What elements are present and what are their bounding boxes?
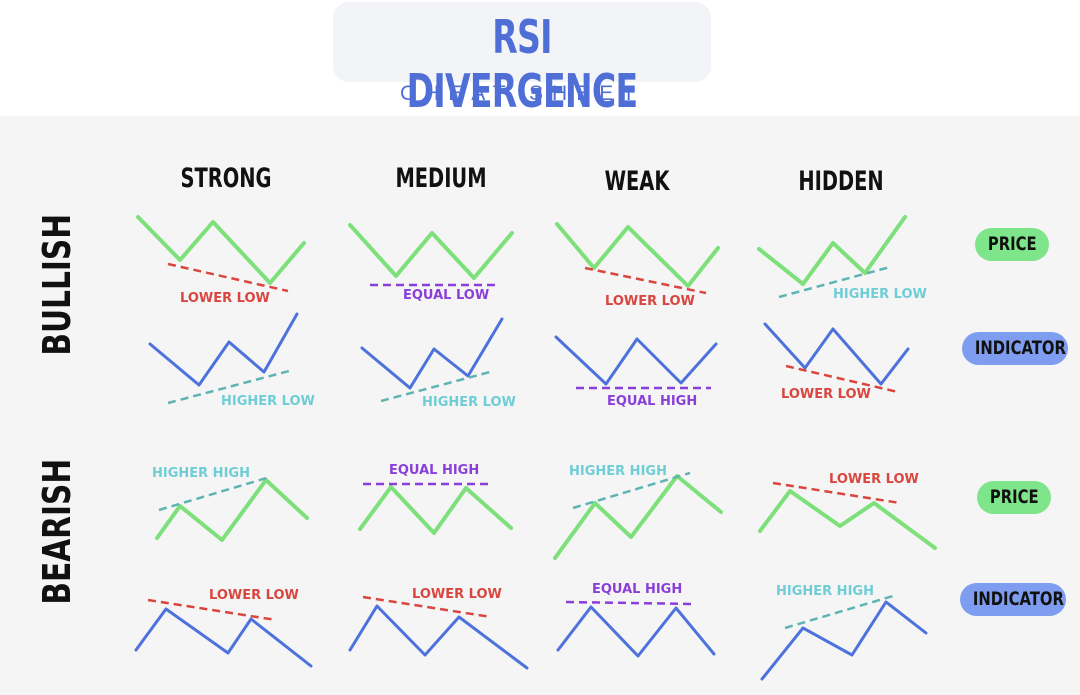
page-subtitle: CHEAT SHEET <box>399 82 645 105</box>
indicator-line <box>134 607 313 668</box>
indicator-line <box>554 335 718 386</box>
column-header-weak: WEAK <box>604 166 670 197</box>
content-panel <box>0 116 1080 695</box>
divergence-label: EQUAL HIGH <box>607 394 697 409</box>
divergence-label: HIGHER LOW <box>833 287 927 302</box>
divergence-label: HIGHER LOW <box>221 394 315 409</box>
divergence-label: LOWER LOW <box>180 291 270 306</box>
lower-low-line <box>785 364 899 394</box>
lower-low-line <box>584 266 707 295</box>
column-header-hidden: HIDDEN <box>798 166 884 197</box>
divergence-label: HIGHER HIGH <box>569 464 667 479</box>
price-pill-bullish: PRICE <box>975 228 1049 261</box>
price-line <box>758 489 937 550</box>
higher-high-line <box>784 594 894 630</box>
higher-low-line <box>380 370 491 403</box>
indicator-pill-bullish: INDICATOR <box>962 332 1068 365</box>
price-pill-bearish: PRICE <box>977 481 1051 514</box>
higher-high-line <box>158 475 271 512</box>
price-line <box>348 223 514 280</box>
indicator-line <box>148 312 299 387</box>
column-header-medium: MEDIUM <box>395 163 487 194</box>
divergence-label: EQUAL HIGH <box>592 582 682 597</box>
column-header-strong: STRONG <box>180 163 272 194</box>
indicator-line <box>360 317 504 390</box>
price-line <box>757 215 907 286</box>
indicator-line <box>348 604 529 670</box>
lower-low-line <box>772 481 901 505</box>
lower-low-line <box>362 595 492 619</box>
price-line <box>555 222 720 288</box>
lower-low-line <box>167 262 289 293</box>
divergence-label: LOWER LOW <box>781 387 871 402</box>
divergence-label: LOWER LOW <box>412 587 502 602</box>
title-box <box>333 2 711 82</box>
page-title: RSI DIVERGENCE <box>406 10 639 118</box>
price-line <box>553 474 723 560</box>
divergence-label: HIGHER HIGH <box>776 584 874 599</box>
indicator-line <box>556 605 716 658</box>
price-line <box>155 478 309 542</box>
divergence-label: EQUAL LOW <box>403 288 489 303</box>
divergence-label: LOWER LOW <box>605 294 695 309</box>
price-line <box>358 485 513 535</box>
divergence-label: LOWER LOW <box>829 472 919 487</box>
divergence-label: HIGHER LOW <box>422 395 516 410</box>
divergence-label: EQUAL HIGH <box>389 463 479 478</box>
higher-low-line <box>778 265 891 299</box>
equal-high-line <box>565 600 696 606</box>
higher-low-line <box>167 369 290 405</box>
divergence-label: HIGHER HIGH <box>152 466 250 481</box>
indicator-line <box>760 600 928 681</box>
lower-low-line <box>147 598 277 622</box>
price-line <box>136 215 306 285</box>
divergence-label: LOWER LOW <box>209 588 299 603</box>
indicator-pill-bearish: INDICATOR <box>960 583 1066 616</box>
indicator-line <box>763 322 910 386</box>
higher-high-line <box>572 471 691 510</box>
